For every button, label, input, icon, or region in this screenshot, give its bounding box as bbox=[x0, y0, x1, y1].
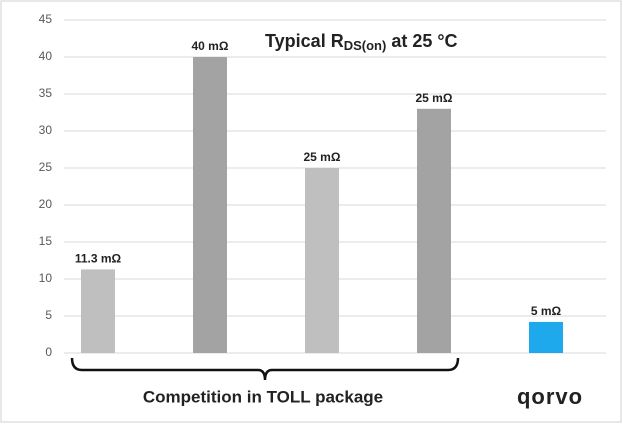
bar-annotation: 11.3 mΩ bbox=[75, 252, 122, 266]
y-tick-label: 20 bbox=[39, 197, 53, 211]
bar bbox=[193, 57, 227, 353]
title-main: Typical R bbox=[265, 31, 344, 51]
bar-annotation: 25 mΩ bbox=[304, 150, 341, 164]
y-tick-label: 15 bbox=[39, 234, 53, 248]
bar-annotation: 25 mΩ bbox=[416, 91, 453, 105]
y-tick-label: 30 bbox=[39, 123, 53, 137]
title-tail: at 25 °C bbox=[391, 31, 457, 51]
group-bracket bbox=[70, 357, 460, 381]
chart-title: Typical RDS(on) at 25 °C bbox=[265, 31, 458, 54]
y-tick-label: 5 bbox=[45, 308, 52, 322]
bar bbox=[305, 168, 339, 353]
y-tick-label: 0 bbox=[45, 345, 52, 359]
bar-annotation: 40 mΩ bbox=[192, 39, 229, 53]
y-tick-label: 45 bbox=[39, 12, 53, 26]
title-sub: DS(on) bbox=[344, 38, 387, 53]
y-tick-label: 25 bbox=[39, 160, 53, 174]
y-tick-label: 35 bbox=[39, 86, 53, 100]
group-label: Competition in TOLL package bbox=[143, 387, 383, 406]
bar bbox=[81, 269, 115, 353]
bar-annotation: 5 mΩ bbox=[531, 304, 562, 318]
logo: QORVO bbox=[517, 384, 583, 409]
bar bbox=[417, 108, 451, 353]
y-tick-label: 40 bbox=[39, 49, 53, 63]
y-tick-label: 10 bbox=[39, 271, 53, 285]
bar bbox=[529, 321, 563, 353]
